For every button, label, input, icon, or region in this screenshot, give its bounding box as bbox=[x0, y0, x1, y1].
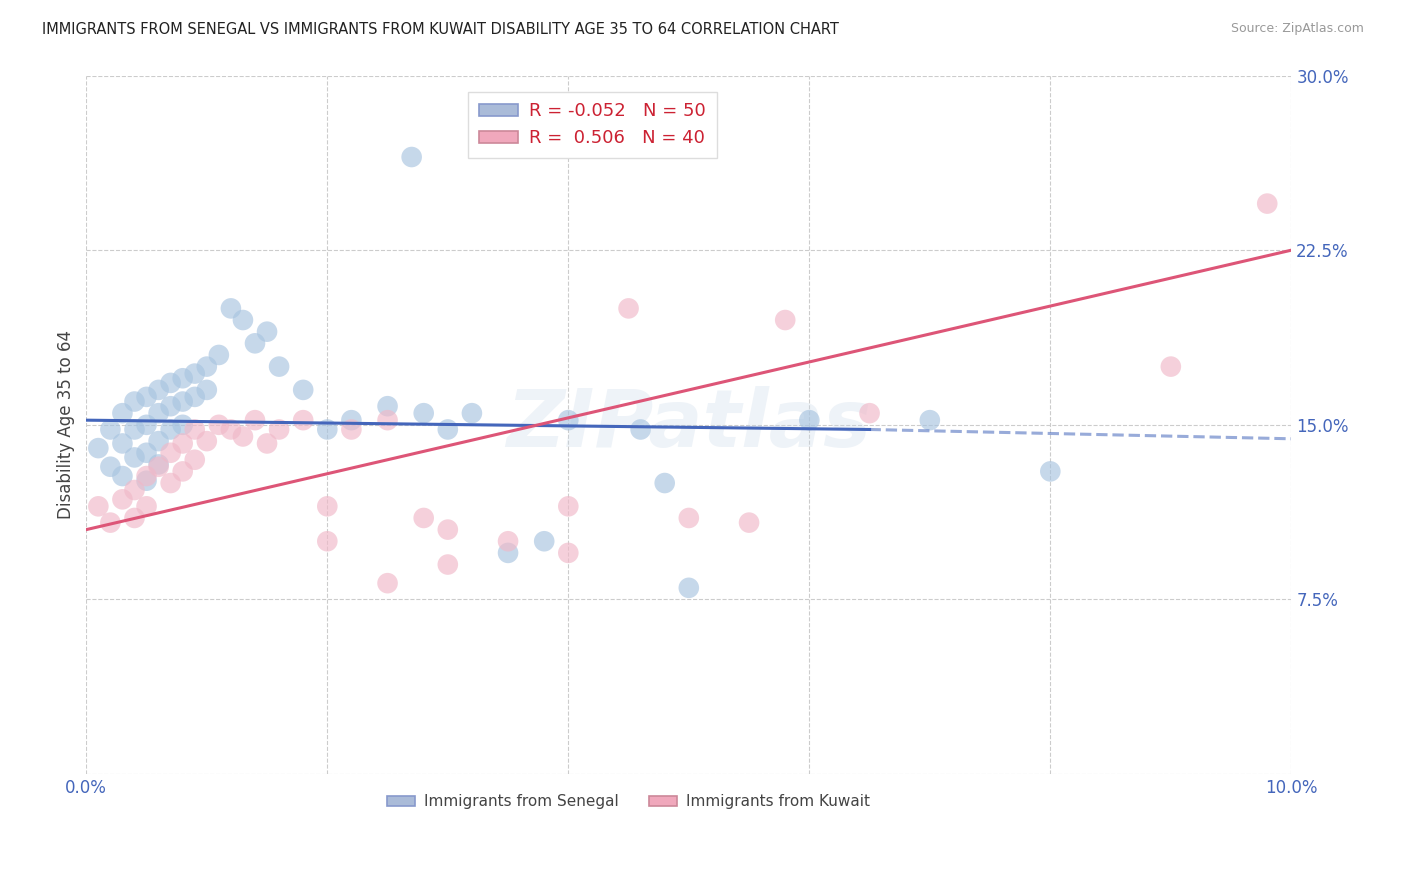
Point bbox=[678, 581, 700, 595]
Point bbox=[159, 476, 181, 491]
Point bbox=[557, 546, 579, 560]
Point bbox=[316, 534, 339, 549]
Point bbox=[135, 446, 157, 460]
Point bbox=[232, 313, 254, 327]
Point bbox=[111, 492, 134, 507]
Point bbox=[292, 383, 315, 397]
Point bbox=[292, 413, 315, 427]
Point bbox=[232, 429, 254, 443]
Point bbox=[135, 469, 157, 483]
Point bbox=[654, 476, 676, 491]
Point bbox=[135, 474, 157, 488]
Point bbox=[148, 434, 170, 449]
Point bbox=[184, 422, 207, 436]
Point bbox=[401, 150, 423, 164]
Point bbox=[124, 394, 146, 409]
Point bbox=[172, 394, 194, 409]
Point bbox=[256, 325, 278, 339]
Point bbox=[256, 436, 278, 450]
Point bbox=[858, 406, 880, 420]
Point bbox=[172, 436, 194, 450]
Point bbox=[617, 301, 640, 316]
Point bbox=[377, 413, 399, 427]
Point bbox=[243, 413, 266, 427]
Point bbox=[135, 417, 157, 432]
Point bbox=[316, 500, 339, 514]
Text: ZIPatlas: ZIPatlas bbox=[506, 386, 872, 464]
Point bbox=[208, 348, 231, 362]
Point bbox=[148, 383, 170, 397]
Point bbox=[135, 500, 157, 514]
Point bbox=[195, 359, 218, 374]
Point bbox=[195, 434, 218, 449]
Point bbox=[269, 359, 291, 374]
Point bbox=[184, 390, 207, 404]
Point bbox=[557, 413, 579, 427]
Point bbox=[87, 441, 110, 455]
Point bbox=[148, 459, 170, 474]
Point bbox=[124, 450, 146, 465]
Point bbox=[316, 422, 339, 436]
Point bbox=[124, 422, 146, 436]
Point bbox=[412, 406, 434, 420]
Point bbox=[100, 459, 122, 474]
Point bbox=[219, 422, 242, 436]
Point bbox=[159, 446, 181, 460]
Point bbox=[159, 376, 181, 390]
Point bbox=[377, 576, 399, 591]
Point bbox=[159, 399, 181, 413]
Point bbox=[918, 413, 941, 427]
Point bbox=[678, 511, 700, 525]
Y-axis label: Disability Age 35 to 64: Disability Age 35 to 64 bbox=[58, 330, 75, 519]
Point bbox=[184, 452, 207, 467]
Point bbox=[496, 546, 519, 560]
Point bbox=[436, 558, 458, 572]
Point bbox=[496, 534, 519, 549]
Point bbox=[219, 301, 242, 316]
Point bbox=[773, 313, 796, 327]
Point bbox=[148, 406, 170, 420]
Point bbox=[436, 422, 458, 436]
Point bbox=[111, 406, 134, 420]
Point bbox=[1256, 196, 1278, 211]
Point bbox=[269, 422, 291, 436]
Point bbox=[124, 511, 146, 525]
Point bbox=[100, 422, 122, 436]
Point bbox=[630, 422, 652, 436]
Point bbox=[111, 436, 134, 450]
Point bbox=[208, 417, 231, 432]
Point bbox=[243, 336, 266, 351]
Point bbox=[100, 516, 122, 530]
Legend: Immigrants from Senegal, Immigrants from Kuwait: Immigrants from Senegal, Immigrants from… bbox=[381, 789, 876, 815]
Point bbox=[461, 406, 484, 420]
Point bbox=[184, 367, 207, 381]
Point bbox=[148, 458, 170, 472]
Point bbox=[172, 417, 194, 432]
Point bbox=[412, 511, 434, 525]
Point bbox=[340, 413, 363, 427]
Point bbox=[377, 399, 399, 413]
Point bbox=[159, 422, 181, 436]
Point bbox=[340, 422, 363, 436]
Point bbox=[1039, 464, 1062, 478]
Point bbox=[135, 390, 157, 404]
Point bbox=[195, 383, 218, 397]
Point bbox=[557, 500, 579, 514]
Text: IMMIGRANTS FROM SENEGAL VS IMMIGRANTS FROM KUWAIT DISABILITY AGE 35 TO 64 CORREL: IMMIGRANTS FROM SENEGAL VS IMMIGRANTS FR… bbox=[42, 22, 839, 37]
Point bbox=[172, 371, 194, 385]
Point bbox=[172, 464, 194, 478]
Point bbox=[738, 516, 761, 530]
Point bbox=[799, 413, 821, 427]
Point bbox=[533, 534, 555, 549]
Point bbox=[436, 523, 458, 537]
Point bbox=[124, 483, 146, 497]
Point bbox=[111, 469, 134, 483]
Point bbox=[87, 500, 110, 514]
Point bbox=[1160, 359, 1182, 374]
Text: Source: ZipAtlas.com: Source: ZipAtlas.com bbox=[1230, 22, 1364, 36]
